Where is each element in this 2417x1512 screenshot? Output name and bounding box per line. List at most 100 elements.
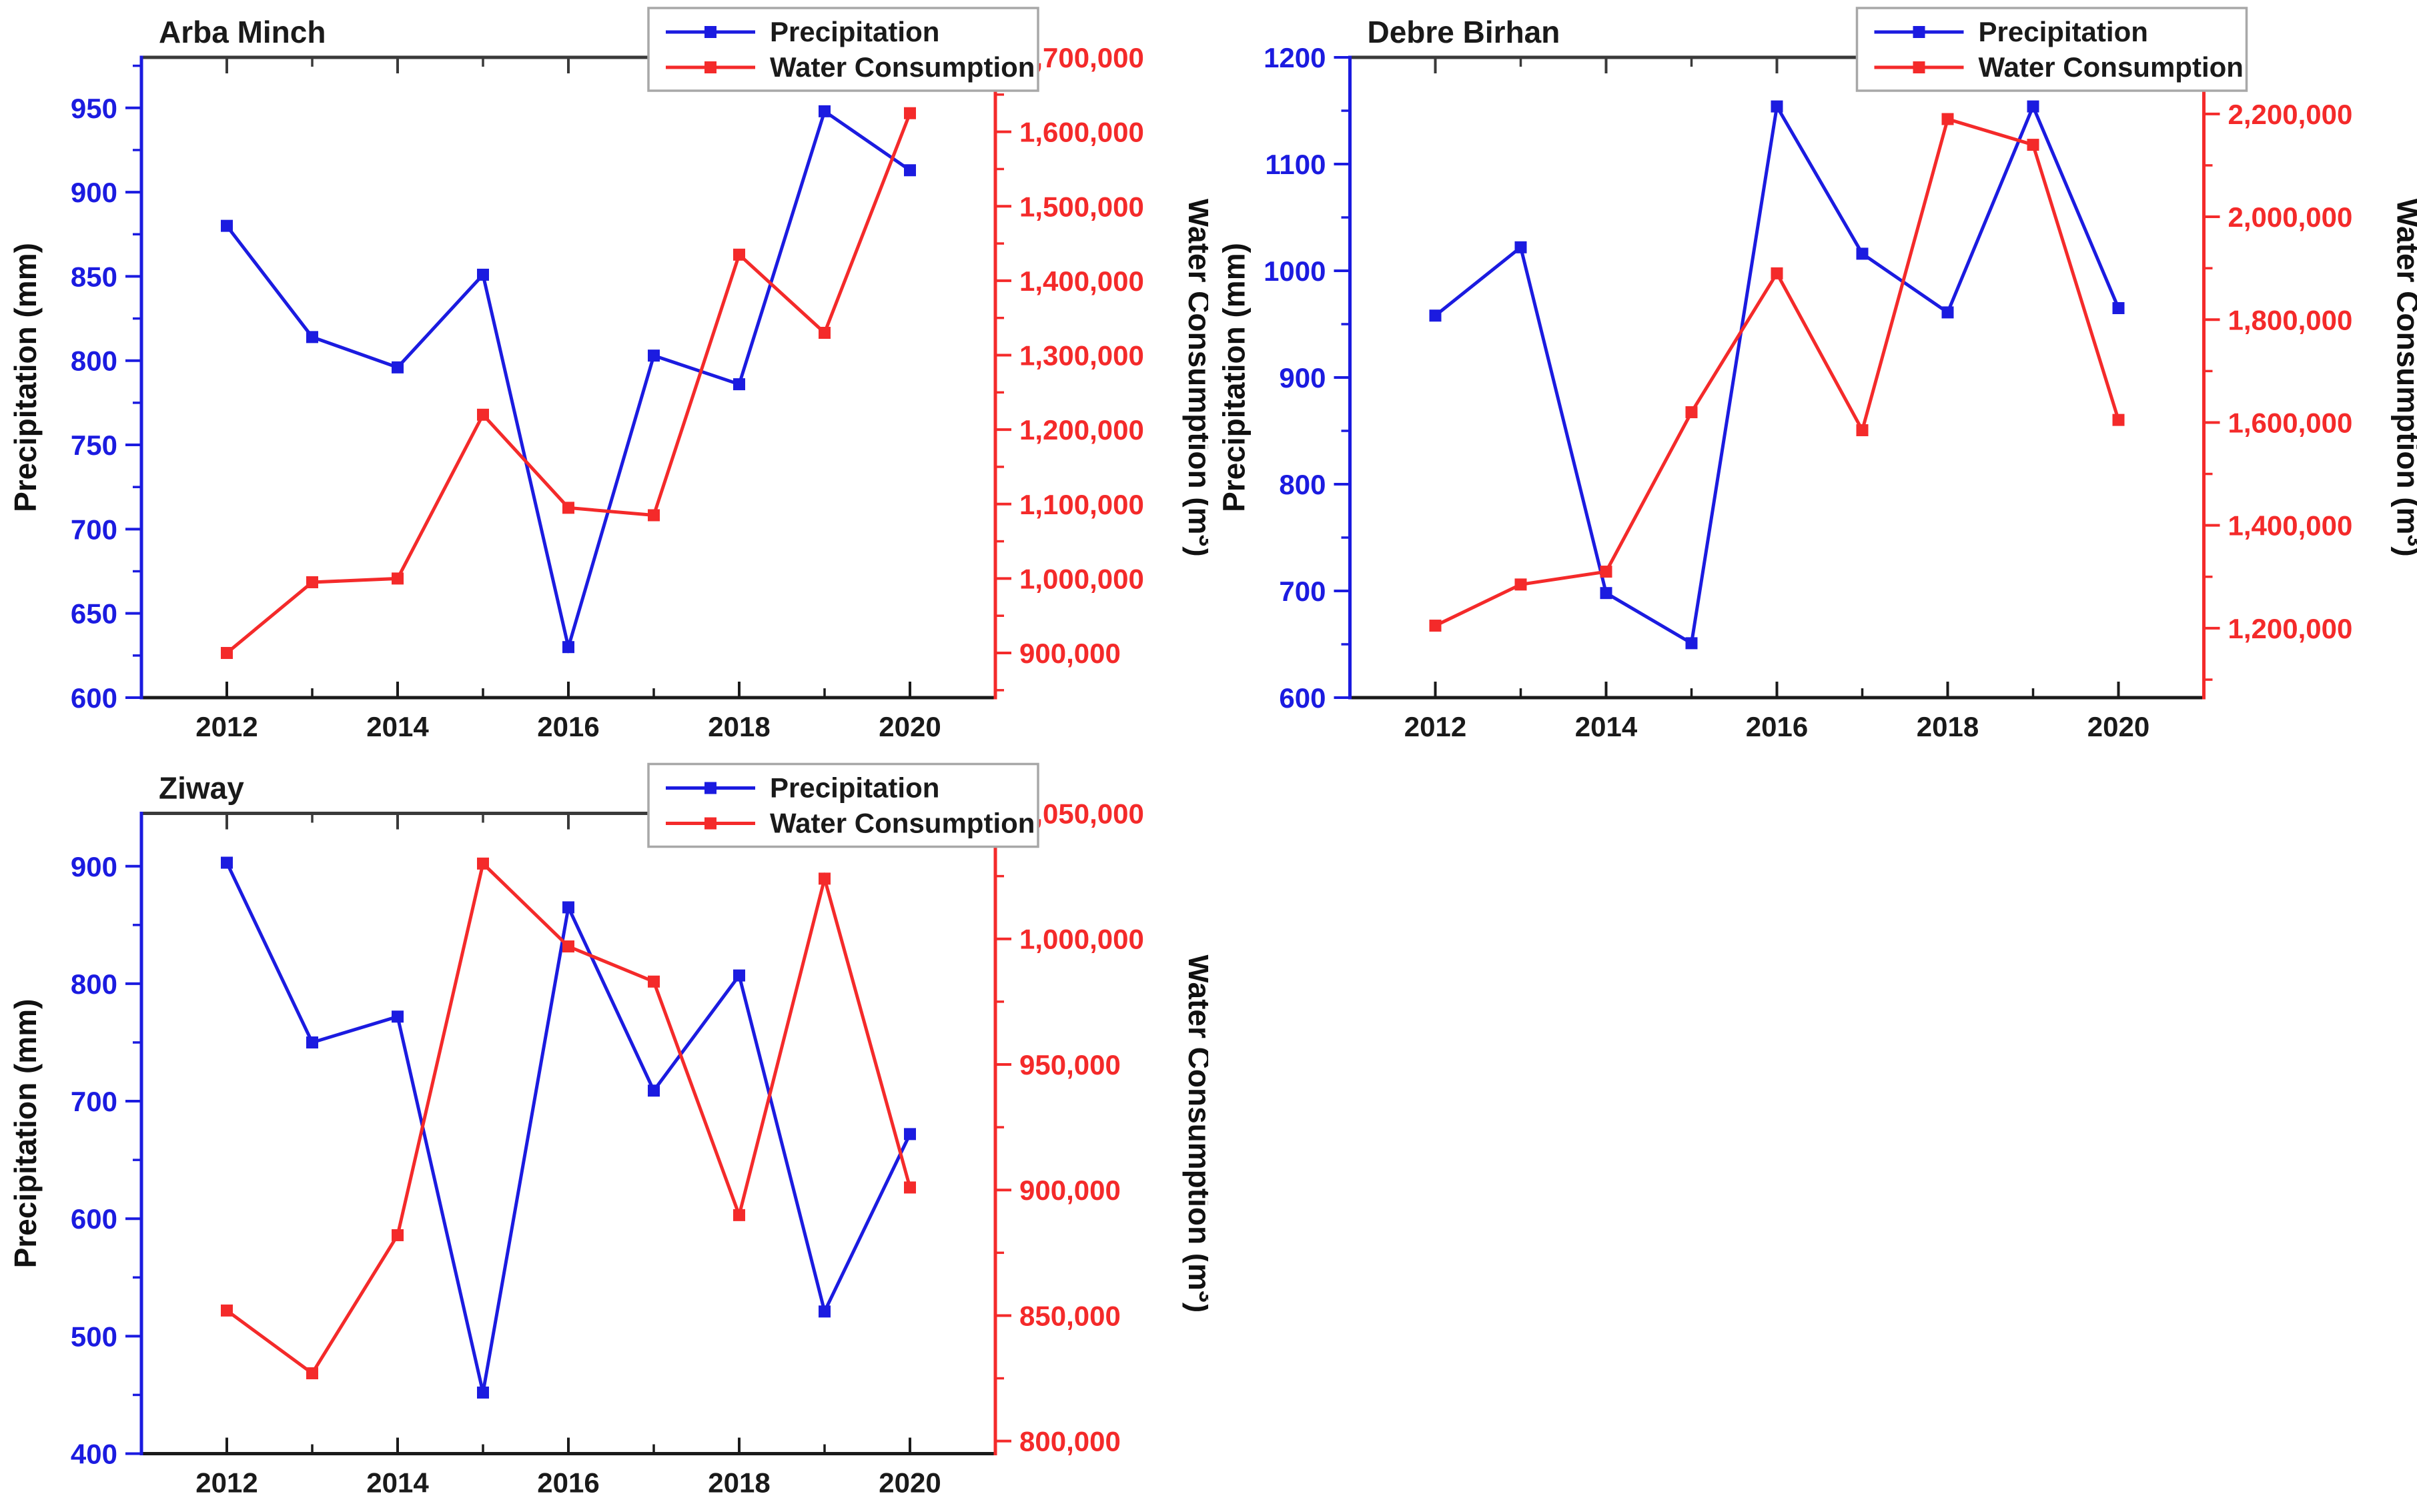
data-point-marker — [477, 1386, 489, 1399]
data-point-marker — [221, 1304, 233, 1317]
series-line — [1434, 117, 2120, 628]
left-axis-tick-label: 850 — [71, 261, 117, 292]
chart-cell-ziway: 2012 2014 2016 2018 2020 400 500 600 700 800 900 80… — [0, 756, 1208, 1512]
data-point-marker — [1856, 424, 1869, 437]
series-line — [1434, 101, 2120, 646]
series-precipitation — [221, 856, 916, 1399]
data-point-marker — [221, 647, 233, 660]
x-tick-label: 2014 — [366, 1467, 429, 1499]
plot-group: 2012 2014 2016 2018 2020 400 500 600 700 800 900 80… — [8, 762, 1208, 1499]
series-precipitation — [221, 105, 916, 654]
series-line — [225, 860, 912, 1376]
legend: Precipitation Water Consumption — [1855, 7, 2248, 92]
legend-label: Water Consumption — [770, 51, 1035, 83]
data-point-marker — [221, 219, 233, 232]
x-tick-label: 2012 — [1404, 711, 1466, 742]
left-axis-tick-label: 900 — [71, 177, 117, 208]
empty-quadrant — [1208, 756, 2417, 1512]
legend-label: Water Consumption — [770, 808, 1035, 839]
data-point-marker — [1600, 587, 1612, 600]
right-axis-tick-label: 800,000 — [1019, 1426, 1121, 1457]
chart-title: Arba Minch — [159, 15, 326, 49]
right-axis-tick-label: 1,600,000 — [1019, 117, 1144, 148]
right-axis-tick-label: 1,100,000 — [1019, 489, 1144, 520]
data-point-marker — [392, 1229, 404, 1241]
left-axis-tick-label: 500 — [71, 1321, 117, 1352]
data-point-marker — [392, 1010, 404, 1023]
right-axis-tick-label: 1,800,000 — [2228, 304, 2353, 335]
data-point-marker — [1771, 100, 1783, 113]
x-tick-label: 2012 — [195, 1467, 258, 1499]
x-tick-label: 2020 — [879, 711, 941, 742]
right-axis-tick-label: 1,000,000 — [1019, 924, 1144, 955]
series-precipitation — [1429, 100, 2125, 650]
right-axis-tick-label: 850,000 — [1019, 1300, 1121, 1331]
left-axis-tick-label: 1200 — [1264, 42, 1326, 73]
data-point-marker — [1771, 267, 1783, 279]
legend-box — [647, 762, 1039, 848]
left-axis-tick-label: 400 — [71, 1439, 117, 1470]
data-point-marker — [392, 361, 404, 373]
right-axis-tick-label: 2,000,000 — [2228, 201, 2353, 233]
chart-cell-debre-birhan: 2012 2014 2016 2018 2020 600 700 800 900 1000 1100… — [1208, 0, 2417, 756]
data-point-marker — [648, 349, 660, 362]
left-axis-tick-label: 600 — [1279, 682, 1326, 714]
data-point-marker — [2112, 302, 2125, 314]
legend-label: Precipitation — [770, 772, 939, 804]
left-axis-tick-label: 800 — [71, 968, 117, 1000]
right-axis-tick-label: 1,050,000 — [1019, 798, 1144, 830]
data-point-marker — [2027, 100, 2039, 113]
legend-marker — [1913, 26, 1925, 38]
data-point-marker — [1685, 406, 1698, 419]
right-axis-tick-label: 900,000 — [1019, 638, 1121, 669]
left-axis-title: Precipitation (mm) — [1217, 243, 1252, 512]
chart-arba-minch: 2012 2014 2016 2018 2020 600 650 700 750 800 850 90… — [8, 7, 1208, 742]
chart-title: Ziway — [159, 771, 244, 806]
left-axis-tick-label: 600 — [71, 1203, 117, 1235]
right-axis-tick-label: 2,200,000 — [2228, 99, 2353, 130]
data-point-marker — [306, 331, 318, 343]
data-point-marker — [904, 164, 916, 177]
data-point-marker — [562, 901, 574, 914]
data-point-marker — [562, 641, 574, 654]
data-point-marker — [562, 940, 574, 953]
left-axis-tick-label: 1000 — [1264, 255, 1326, 287]
right-axis-tick-label: 900,000 — [1019, 1175, 1121, 1206]
data-point-marker — [2027, 139, 2039, 151]
x-tick-label: 2012 — [195, 711, 258, 742]
data-point-marker — [392, 572, 404, 585]
x-tick-label: 2014 — [366, 711, 429, 742]
series-water-consumption — [1429, 113, 2125, 632]
chart-ziway: 2012 2014 2016 2018 2020 400 500 600 700 800 900 80… — [8, 762, 1208, 1499]
data-point-marker — [1941, 306, 1954, 319]
left-axis-tick-label: 700 — [71, 514, 117, 545]
series-water-consumption — [221, 857, 916, 1380]
data-point-marker — [733, 248, 745, 261]
data-point-marker — [904, 107, 916, 119]
chart-title: Debre Birhan — [1368, 15, 1560, 49]
data-point-marker — [904, 1181, 916, 1194]
legend-marker — [704, 817, 716, 830]
data-point-marker — [1600, 566, 1612, 578]
left-axis-title: Precipitation (mm) — [8, 243, 43, 512]
right-axis-tick-label: 1,400,000 — [1019, 265, 1144, 297]
x-tick-label: 2018 — [708, 711, 770, 742]
legend-label: Water Consumption — [1979, 51, 2244, 83]
x-tick-label: 2016 — [1746, 711, 1808, 742]
data-point-marker — [1685, 637, 1698, 650]
data-point-marker — [306, 576, 318, 588]
x-tick-label: 2016 — [537, 711, 599, 742]
data-point-marker — [648, 975, 660, 988]
data-point-marker — [819, 105, 831, 117]
left-axis-tick-label: 800 — [1279, 469, 1326, 500]
left-axis-tick-label: 700 — [71, 1086, 117, 1117]
series-line — [225, 108, 911, 654]
x-tick-label: 2020 — [2087, 711, 2149, 742]
x-tick-label: 2014 — [1575, 711, 1638, 742]
legend: Precipitation Water Consumption — [647, 762, 1039, 848]
right-axis-tick-label: 1,200,000 — [2228, 613, 2353, 644]
right-axis-tick-label: 1,400,000 — [2228, 510, 2353, 542]
data-point-marker — [819, 1305, 831, 1318]
right-axis-title: Water Consumption (m3) — [1182, 954, 1208, 1313]
